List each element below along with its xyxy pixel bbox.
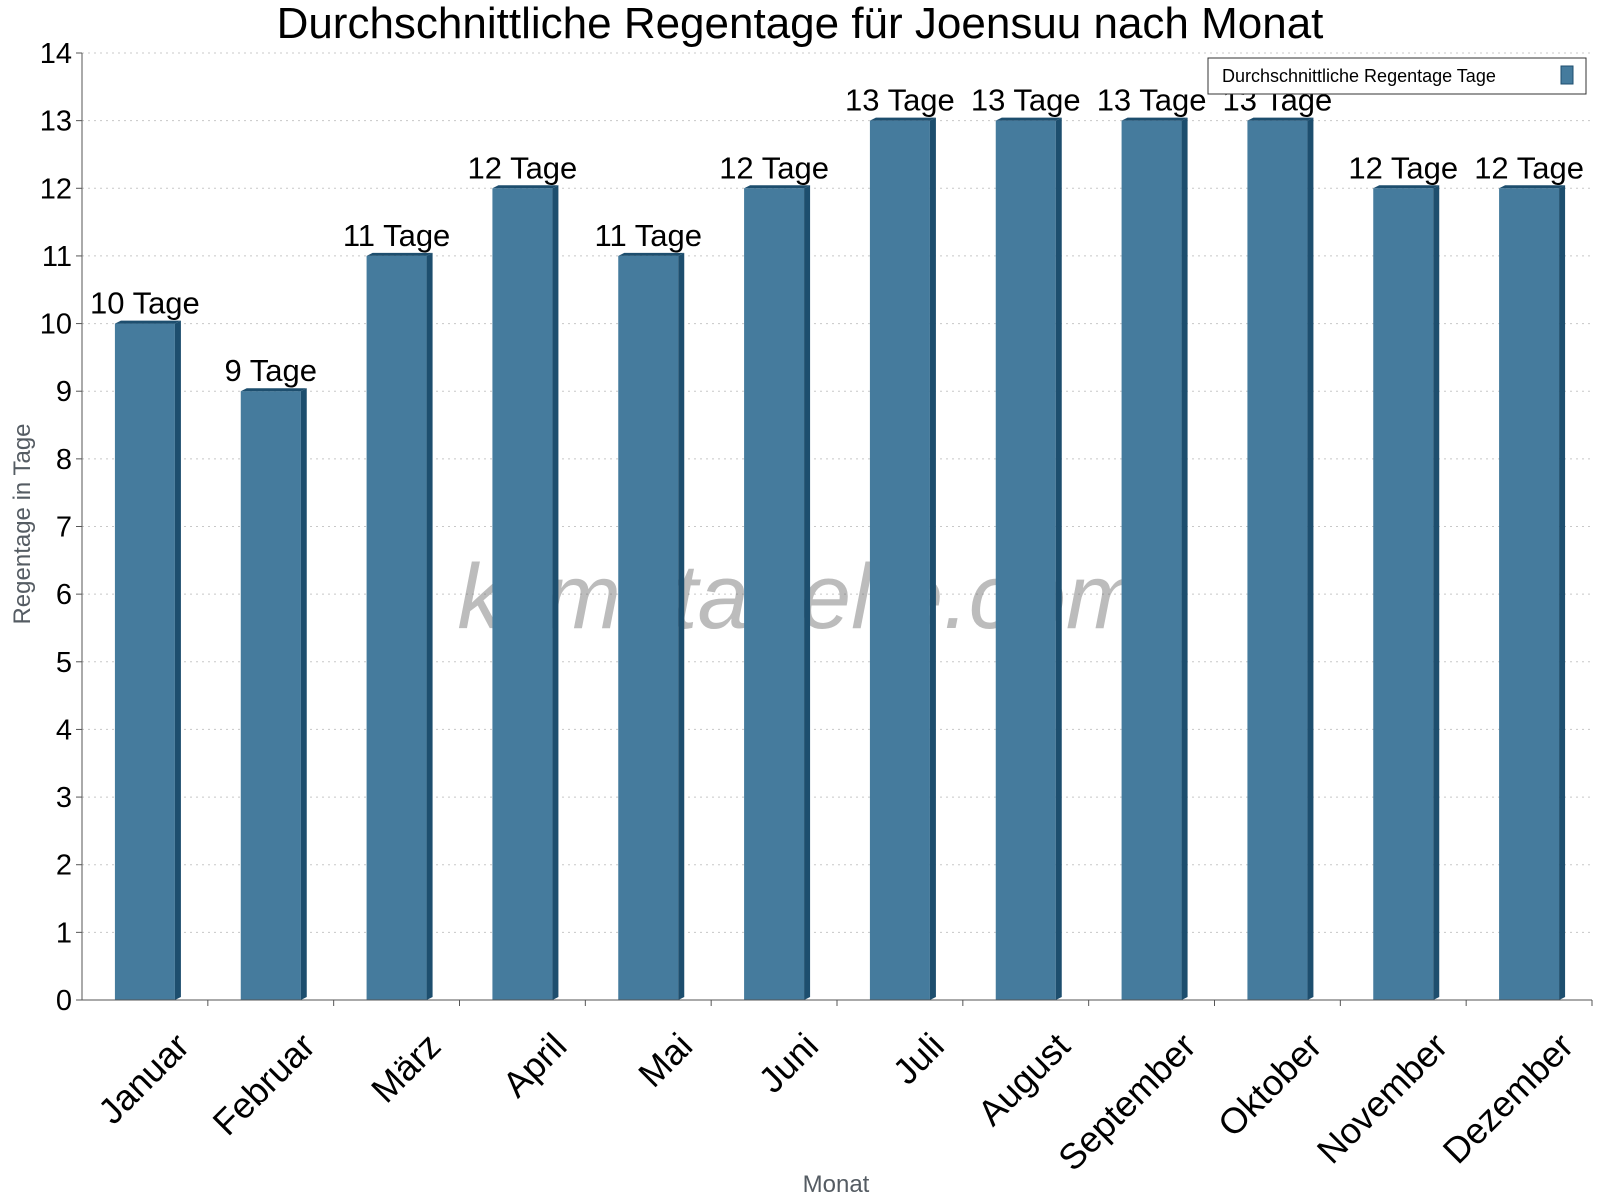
data-label: 11 Tage: [595, 218, 702, 253]
x-tick-label: August: [969, 1025, 1077, 1133]
bar-front: [366, 255, 427, 1000]
bar-top: [618, 252, 685, 256]
x-tick-label: Juni: [750, 1025, 826, 1101]
bar-9: [1121, 117, 1188, 1000]
x-tick-label: Februar: [205, 1025, 323, 1143]
legend-swatch: [1560, 65, 1574, 85]
bar-7: [869, 117, 936, 1000]
bars: [114, 117, 1566, 1001]
y-tick-label: 1: [56, 917, 72, 949]
bar-side: [678, 252, 685, 1000]
bar-side: [426, 252, 433, 1000]
bar-top: [366, 252, 433, 256]
bar-side: [1181, 117, 1188, 1000]
bar-side: [174, 320, 181, 1001]
bar-10: [1247, 117, 1314, 1000]
bar-top: [869, 117, 936, 121]
bar-side: [1055, 117, 1062, 1000]
bar-front: [869, 120, 930, 1000]
data-label: 10 Tage: [90, 286, 200, 321]
bar-front: [1121, 120, 1182, 1000]
y-tick-label: 12: [40, 173, 72, 205]
legend-box: [1207, 57, 1587, 95]
data-label: 12 Tage: [1474, 150, 1584, 185]
bar-side: [929, 117, 936, 1000]
x-tick-label: September: [1050, 1025, 1204, 1179]
bar-3: [366, 252, 433, 1000]
bar-front: [995, 120, 1056, 1000]
bar-1: [114, 320, 181, 1001]
data-label: 13 Tage: [1097, 83, 1207, 118]
y-tick-label: 9: [56, 376, 72, 408]
y-tick-label: 3: [56, 782, 72, 814]
y-tick-label: 5: [56, 647, 72, 679]
bar-top: [1499, 185, 1566, 189]
y-tick-label: 10: [40, 309, 72, 341]
y-tick-label: 11: [42, 241, 72, 273]
bar-5: [618, 252, 685, 1000]
bar-top: [1373, 185, 1440, 189]
bar-12: [1499, 185, 1566, 1001]
bar-side: [300, 388, 307, 1000]
y-tick-label: 13: [40, 106, 72, 138]
x-axis-title: Monat: [803, 1171, 870, 1198]
bar-top: [492, 185, 559, 189]
bar-2: [240, 388, 307, 1000]
data-label: 11 Tage: [343, 218, 450, 253]
bar-front: [744, 188, 805, 1001]
x-tick-label: Oktober: [1210, 1025, 1330, 1145]
bar-side: [1307, 117, 1314, 1000]
x-tick-label: Dezember: [1435, 1025, 1581, 1171]
data-labels: 10 Tage 9 Tage 11 Tage 12 Tage 11 Tage 12 Tag…: [90, 83, 1584, 389]
y-tick-label: 14: [40, 38, 72, 70]
data-label: 12 Tage: [1348, 150, 1458, 185]
bar-front: [618, 255, 679, 1000]
x-axis-ticks: Januar Februar März April Mai Juni Juli AugustS…: [90, 1000, 1593, 1179]
bar-11: [1373, 185, 1440, 1001]
bar-top: [1121, 117, 1188, 121]
data-label: 12 Tage: [719, 150, 829, 185]
bar-top: [1247, 117, 1314, 121]
x-tick-label: Juli: [885, 1025, 952, 1092]
chart-title: Durchschnittliche Regentage für Joensuu …: [277, 0, 1324, 48]
data-label: 9 Tage: [224, 353, 317, 388]
bar-top: [240, 388, 307, 392]
bar-side: [552, 185, 559, 1001]
bar-front: [1247, 120, 1308, 1000]
bar-front: [1373, 188, 1434, 1001]
data-label: 13 Tage: [845, 83, 955, 118]
x-tick-label: April: [494, 1025, 574, 1105]
bar-top: [114, 320, 181, 324]
x-tick-label: März: [363, 1025, 449, 1111]
data-label: 12 Tage: [468, 150, 578, 185]
y-tick-label: 2: [56, 850, 72, 882]
y-tick-label: 6: [56, 579, 72, 611]
axes: [81, 53, 1592, 1001]
bar-side: [1559, 185, 1566, 1001]
bar-front: [1499, 188, 1560, 1001]
x-tick-label: November: [1309, 1025, 1455, 1171]
bar-front: [492, 188, 553, 1001]
y-tick-label: 0: [56, 985, 72, 1017]
y-tick-label: 7: [56, 512, 72, 544]
bar-front: [114, 323, 175, 1001]
bar-top: [995, 117, 1062, 121]
y-axis-title: Regentage in Tage: [9, 423, 36, 624]
bar-4: [492, 185, 559, 1001]
x-tick-label: Mai: [630, 1025, 700, 1095]
bar-top: [744, 185, 811, 189]
bar-side: [804, 185, 811, 1001]
x-tick-label: Januar: [90, 1025, 197, 1132]
data-label: 13 Tage: [971, 83, 1081, 118]
bar-side: [1433, 185, 1440, 1001]
bar-6: [744, 185, 811, 1001]
y-tick-label: 4: [56, 714, 72, 746]
bar-8: [995, 117, 1062, 1000]
legend: Durchschnittliche Regentage Tage: [1207, 57, 1587, 95]
legend-label: Durchschnittliche Regentage Tage: [1222, 66, 1496, 86]
bar-front: [240, 391, 301, 1000]
y-tick-label: 8: [56, 444, 72, 476]
